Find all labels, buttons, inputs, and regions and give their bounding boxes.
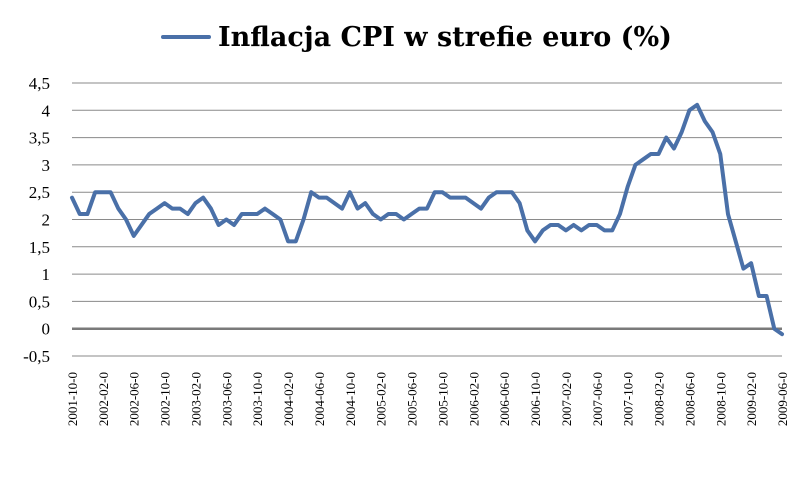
x-tick-label: 2003-10-0 xyxy=(250,372,265,426)
y-tick-label: 1,5 xyxy=(29,238,50,257)
x-tick-label: 2007-10-0 xyxy=(621,372,636,426)
x-tick-label: 2001-10-0 xyxy=(65,372,80,426)
x-tick-label: 2002-06-0 xyxy=(127,372,142,426)
x-tick-label: 2004-02-0 xyxy=(281,372,296,426)
x-tick-label: 2004-10-0 xyxy=(343,372,358,426)
x-axis-tick-labels: 2001-10-0 2002-02-0 2002-06-0 2002-10-0 2003… xyxy=(65,372,790,426)
legend-label: Inflacja CPI w strefie euro (%) xyxy=(218,22,672,53)
y-tick-label: 0,5 xyxy=(29,292,50,311)
y-axis-tick-labels: -0,5 0 0,5 1 1,5 2 2,5 3 3,5 4 4,5 xyxy=(23,74,50,366)
y-tick-label: 1 xyxy=(42,265,51,284)
y-tick-label: 4 xyxy=(42,101,51,120)
legend: Inflacja CPI w strefie euro (%) xyxy=(161,22,672,53)
x-tick-label: 2006-02-0 xyxy=(466,372,481,426)
x-tick-label: 2007-02-0 xyxy=(559,372,574,426)
y-tick-label: 4,5 xyxy=(29,74,50,93)
series-group xyxy=(70,102,784,337)
y-tick-label: 2,5 xyxy=(29,183,50,202)
x-tick-label: 2008-06-0 xyxy=(682,372,697,426)
x-tick-label: 2005-10-0 xyxy=(435,372,450,426)
x-tick-label: 2009-02-0 xyxy=(744,372,759,426)
x-tick-label: 2005-06-0 xyxy=(405,372,420,426)
y-tick-label: 3 xyxy=(42,156,51,175)
x-tick-label: 2003-06-0 xyxy=(219,372,234,426)
x-tick-label: 2008-02-0 xyxy=(652,372,667,426)
y-tick-label: 0 xyxy=(42,320,51,339)
x-tick-label: 2006-10-0 xyxy=(528,372,543,426)
x-tick-label: 2002-02-0 xyxy=(96,372,111,426)
y-tick-label: 3,5 xyxy=(29,129,50,148)
x-tick-label: 2002-10-0 xyxy=(158,372,173,426)
x-tick-label: 2008-10-0 xyxy=(713,372,728,426)
x-tick-label: 2006-06-0 xyxy=(497,372,512,426)
series-line xyxy=(70,102,784,337)
y-tick-label: 2 xyxy=(42,211,51,230)
grid-lines xyxy=(72,82,782,357)
x-tick-label: 2005-02-0 xyxy=(374,372,389,426)
x-tick-label: 2004-06-0 xyxy=(312,372,327,426)
x-tick-label: 2003-02-0 xyxy=(188,372,203,426)
x-tick-label: 2007-06-0 xyxy=(590,372,605,426)
y-tick-label: -0,5 xyxy=(23,347,50,366)
x-tick-label: 2009-06-0 xyxy=(775,372,790,426)
